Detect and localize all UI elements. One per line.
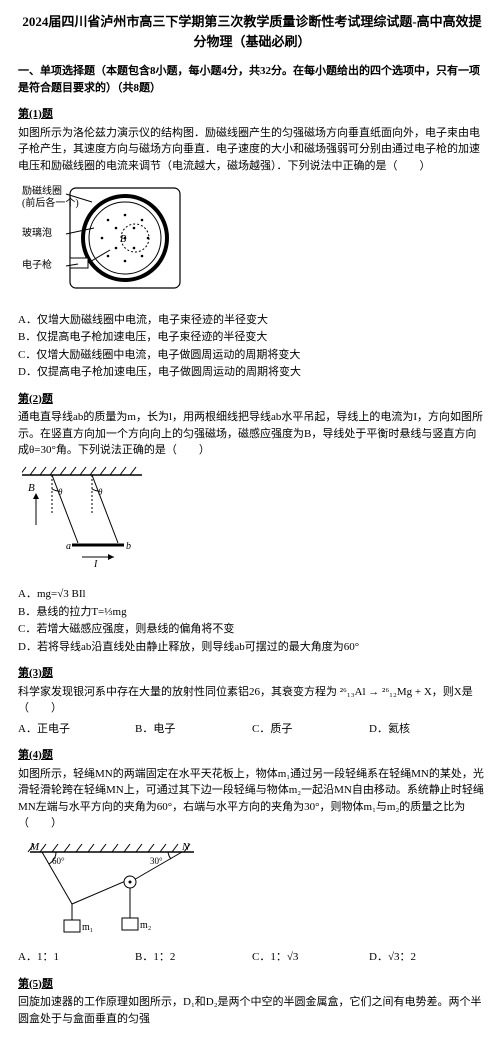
q2-opt-a: A．mg=√3 BIl xyxy=(18,586,486,603)
svg-text:N: N xyxy=(181,841,190,853)
q3-options: A．正电子 B．电子 C．质子 D．氦核 xyxy=(18,721,486,738)
coil-label: 励磁线圈 xyxy=(22,184,62,197)
q4-opt-d: D．√3：2 xyxy=(369,949,486,966)
svg-text:m₂: m₂ xyxy=(140,920,151,931)
q4-opt-b: B．1：2 xyxy=(135,949,252,966)
q4-body: 如图所示，轻绳MN的两端固定在水平天花板上，物体m₁通过另一段轻绳系在轻绳MN的… xyxy=(18,766,486,832)
q2-options: A．mg=√3 BIl B．悬线的拉力T=⅓mg C．若增大磁感应强度，则悬线的… xyxy=(18,586,486,655)
q2-opt-c: C．若增大磁感应强度，则悬线的偏角将不变 xyxy=(18,621,486,638)
page-title: 2024届四川省泸州市高三下学期第三次教学质量诊断性考试理综试题-高中高效提分物… xyxy=(18,12,486,51)
b-label: B xyxy=(120,234,126,245)
q5-body: 回旋加速器的工作原理如图所示，D₁和D₂是两个中空的半圆金属盒，它们之间有电势差… xyxy=(18,994,486,1027)
svg-text:θ: θ xyxy=(58,487,63,497)
q3-body: 科学家发现银河系中存在大量的放射性同位素铝26，其衰变方程为 ²⁶₁₃Al → … xyxy=(18,684,486,717)
q1-body: 如图所示为洛伦兹力演示仪的结构图．励磁线圈产生的匀强磁场方向垂直纸面向外，电子束… xyxy=(18,125,486,175)
q3-opt-d: D．氦核 xyxy=(369,721,486,738)
q4-label: 第(4)题 xyxy=(18,747,486,764)
q3-label: 第(3)题 xyxy=(18,665,486,682)
q2-opt-b: B．悬线的拉力T=⅓mg xyxy=(18,604,486,621)
q3-opt-b: B．电子 xyxy=(135,721,252,738)
svg-text:I: I xyxy=(93,559,98,570)
q3-opt-c: C．质子 xyxy=(252,721,369,738)
svg-text:m₁: m₁ xyxy=(82,922,93,933)
q1-opt-c: C．仅增大励磁线圈中电流，电子做圆周运动的周期将变大 xyxy=(18,347,486,364)
q1-label: 第(1)题 xyxy=(18,106,486,123)
gun-label: 电子枪 xyxy=(22,258,52,271)
q4-options: A．1：1 B．1：2 C．1：√3 D．√3：2 xyxy=(18,949,486,966)
q4-opt-c: C．1：√3 xyxy=(252,949,369,966)
q1-opt-d: D．仅提高电子枪加速电压，电子做圆周运动的周期将变大 xyxy=(18,364,486,381)
q4-figure: M N 60° 30° m₁ m₂ xyxy=(22,838,486,944)
q3-opt-a: A．正电子 xyxy=(18,721,135,738)
q4-opt-a: A．1：1 xyxy=(18,949,135,966)
q2-opt-d: D．若将导线ab沿直线处由静止释放，则导线ab可摆过的最大角度为60° xyxy=(18,639,486,656)
q2-figure: θ θ a b I B xyxy=(22,465,486,581)
svg-text:a: a xyxy=(66,541,71,552)
svg-text:M: M xyxy=(29,841,40,853)
coil-note: (前后各一个) xyxy=(22,196,79,209)
q1-opt-b: B．仅提高电子枪加速电压，电子束径迹的半径变大 xyxy=(18,329,486,346)
svg-text:θ: θ xyxy=(98,487,103,497)
svg-text:60°: 60° xyxy=(52,856,65,866)
q2-label: 第(2)题 xyxy=(18,391,486,408)
q1-figure: B 励磁线圈 (前后各一个) 玻璃泡 电子枪 xyxy=(22,180,486,306)
glass-label: 玻璃泡 xyxy=(22,226,52,239)
q5-label: 第(5)题 xyxy=(18,976,486,993)
q2-body: 通电直导线ab的质量为m，长为l，用两根细线把导线ab水平吊起，导线上的电流为I… xyxy=(18,409,486,459)
q1-opt-a: A．仅增大励磁线圈中电流，电子束径迹的半径变大 xyxy=(18,312,486,329)
svg-text:B: B xyxy=(28,482,35,494)
svg-text:b: b xyxy=(126,541,131,552)
section-heading: 一、单项选择题（本题包含8小题，每小题4分，共32分。在每小题给出的四个选项中，… xyxy=(18,63,486,96)
svg-text:30°: 30° xyxy=(150,856,163,866)
q1-options: A．仅增大励磁线圈中电流，电子束径迹的半径变大 B．仅提高电子枪加速电压，电子束… xyxy=(18,312,486,381)
